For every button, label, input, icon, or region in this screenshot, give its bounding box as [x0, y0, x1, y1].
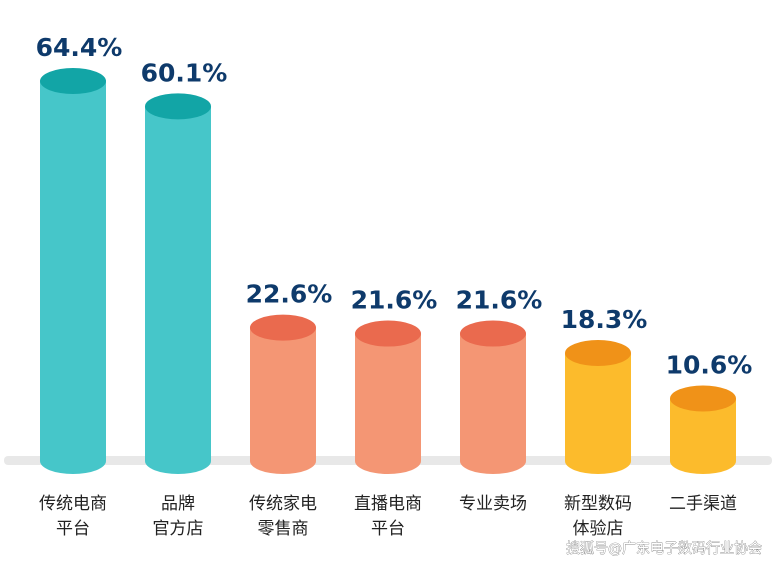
- value-label: 21.6%: [456, 286, 543, 315]
- value-label: 18.3%: [561, 305, 648, 334]
- category-label: 平台: [56, 519, 90, 539]
- bar-top-cap: [145, 93, 211, 120]
- bar-top-cap: [355, 320, 421, 347]
- bar-top-cap: [40, 68, 106, 95]
- bar: [460, 320, 526, 474]
- bar: [670, 385, 736, 474]
- category-label: 官方店: [153, 519, 204, 539]
- bar: [250, 314, 316, 474]
- category-label: 传统家电: [249, 494, 317, 514]
- category-label: 二手渠道: [669, 494, 737, 514]
- bar-top-cap: [460, 320, 526, 347]
- bar-body: [355, 333, 421, 474]
- bar-body: [40, 81, 106, 474]
- category-label: 直播电商: [354, 494, 422, 514]
- bar-body: [145, 106, 211, 474]
- bar-body: [460, 333, 526, 474]
- value-label: 10.6%: [666, 350, 753, 379]
- bar: [565, 340, 631, 474]
- value-label: 21.6%: [351, 286, 438, 315]
- bar-top-cap: [670, 385, 736, 412]
- bar: [145, 93, 211, 474]
- watermark-text: 搜狐号@广东电子数码行业协会: [566, 541, 762, 557]
- category-label: 品牌: [161, 494, 195, 514]
- value-label: 64.4%: [36, 33, 123, 62]
- bar-body: [670, 398, 736, 474]
- bar-body: [250, 327, 316, 474]
- bar: [40, 68, 106, 474]
- bar-top-cap: [565, 340, 631, 367]
- value-label: 22.6%: [246, 280, 333, 309]
- category-label: 平台: [371, 519, 405, 539]
- category-label: 零售商: [258, 519, 309, 539]
- category-label: 传统电商: [39, 494, 107, 514]
- bar-top-cap: [250, 314, 316, 341]
- category-label: 新型数码: [564, 494, 632, 514]
- bar-body: [565, 353, 631, 474]
- value-label: 60.1%: [141, 58, 228, 87]
- category-label: 专业卖场: [459, 494, 527, 514]
- bar: [355, 320, 421, 474]
- category-label: 体验店: [573, 519, 624, 539]
